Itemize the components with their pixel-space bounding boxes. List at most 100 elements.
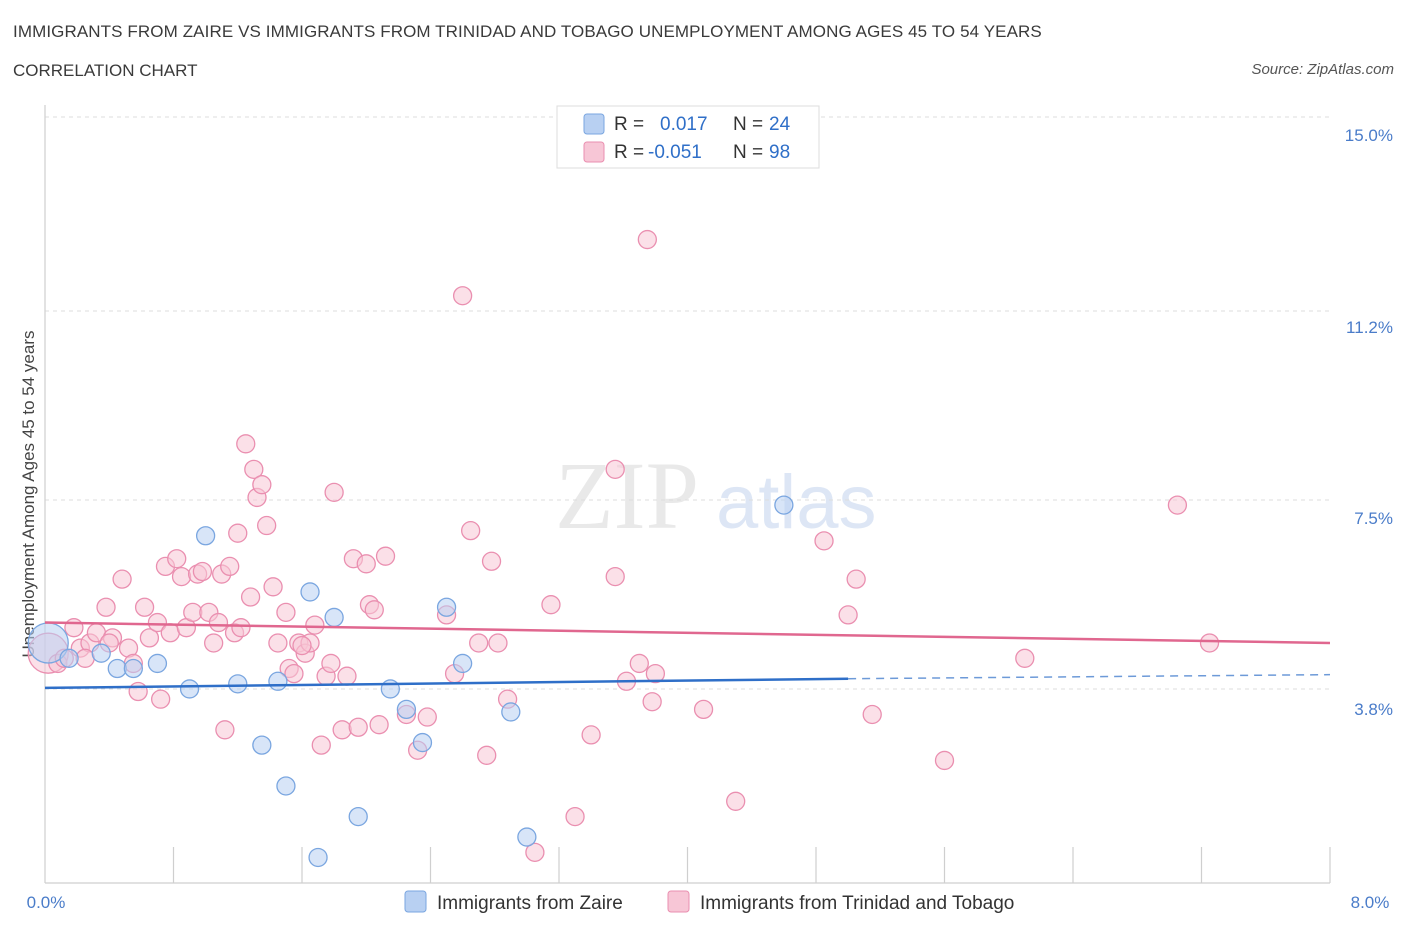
zaire-point-11 [324, 607, 344, 628]
tt-point-86 [838, 605, 858, 625]
tt-point-44 [284, 663, 304, 684]
watermark-atlas: atlas [716, 460, 877, 545]
tt-point-14 [139, 628, 160, 648]
legend-n-value-zaire: 24 [769, 114, 791, 135]
legend-r-label-zaire: R = [614, 114, 644, 135]
source-label: Source: ZipAtlas.com [1251, 61, 1394, 78]
zaire-point-14 [380, 679, 400, 699]
zaire-point-16 [412, 732, 433, 753]
legend-swatch-zaire [583, 113, 605, 135]
legend-r-label-tt: R = [614, 142, 644, 163]
tt-point-35 [240, 587, 261, 607]
tt-point-56 [348, 717, 368, 737]
tt-point-82 [645, 663, 666, 684]
tt-point-60 [369, 715, 389, 735]
zaire-point-7 [300, 582, 320, 602]
y-tick-label-11-2: 11.2% [1346, 318, 1393, 337]
y-tick-label-3-8: 3.8% [1354, 700, 1393, 719]
tt-point-49 [311, 735, 331, 755]
tt-point-93 [525, 842, 545, 863]
tt-point-89 [934, 750, 955, 771]
tt-point-12 [128, 681, 148, 702]
tt-point-22 [183, 602, 203, 622]
tt-point-20 [171, 566, 192, 587]
tt-point-7 [96, 597, 116, 617]
tt-point-26 [204, 633, 224, 653]
tt-point-81 [605, 459, 625, 480]
legend-swatch-bottom-zaire [404, 890, 427, 913]
correlation-legend: R = 0.017 N = 24 R = -0.051 N = 98 [556, 105, 820, 169]
zaire-point-17 [436, 597, 457, 617]
legend-n-label-tt: N = [733, 142, 763, 163]
tt-point-9 [112, 569, 132, 589]
trend-line-zaire-dashed [848, 673, 1331, 680]
tt-point-70 [481, 551, 502, 571]
tt-point-48 [305, 615, 325, 635]
trend-lines [44, 621, 1331, 690]
zaire-point-4 [179, 679, 200, 699]
tt-point-40 [263, 577, 283, 597]
watermark: ZIP atlas [555, 442, 877, 549]
tt-point-76 [605, 566, 625, 587]
tt-point-42 [276, 602, 296, 622]
legend-r-value-zaire: 0.017 [660, 114, 708, 135]
tt-point-95 [75, 648, 95, 668]
tt-point-92 [1199, 633, 1220, 653]
tt-point-67 [461, 520, 481, 541]
tt-point-13 [134, 597, 155, 617]
series-legend: Immigrants from Zaire Immigrants from Tr… [404, 890, 1014, 914]
tt-point-41 [268, 633, 288, 653]
zaire-point-8 [252, 735, 272, 755]
tt-point-78 [629, 653, 649, 674]
tt-point-66 [452, 286, 473, 306]
zaire-point-2 [107, 658, 127, 679]
trend-line-zaire [44, 677, 849, 690]
tt-point-53 [332, 720, 352, 740]
tt-point-29 [215, 720, 235, 740]
zaire-point-18 [452, 653, 473, 674]
legend-label-zaire: Immigrants from Zaire [437, 893, 623, 914]
zaire-point-6 [195, 526, 216, 546]
tt-point-52 [324, 482, 344, 502]
tt-point-84 [726, 791, 746, 811]
tt-point-34 [236, 434, 256, 454]
chart-subtitle: CORRELATION CHART [13, 61, 198, 80]
tt-point-75 [581, 725, 601, 745]
legend-label-tt: Immigrants from Trinidad and Tobago [700, 893, 1014, 914]
watermark-zip: ZIP [555, 442, 699, 549]
series-zaire-points [27, 495, 794, 868]
tt-point-38 [252, 475, 272, 495]
tt-point-71 [488, 633, 508, 653]
zaire-point-9 [268, 671, 288, 691]
x-tick-label-8: 8.0% [1351, 893, 1390, 912]
x-tick-label-0: 0.0% [27, 893, 66, 912]
zaire-point-22 [123, 658, 143, 679]
tt-point-83 [693, 699, 714, 720]
tt-point-91 [1167, 495, 1188, 515]
tt-point-51 [321, 653, 341, 674]
zaire-point-1 [91, 643, 111, 663]
legend-n-label-zaire: N = [733, 114, 763, 135]
tt-point-88 [862, 704, 882, 725]
tt-point-3 [64, 618, 84, 638]
tt-point-87 [846, 569, 866, 589]
tt-point-85 [814, 531, 834, 551]
legend-swatch-bottom-tt [667, 890, 690, 913]
zaire-point-20 [517, 827, 537, 847]
tt-point-36 [244, 459, 264, 480]
tt-point-80 [637, 229, 657, 250]
tt-point-61 [375, 546, 396, 566]
zaire-point-21 [774, 495, 794, 515]
chart-title: IMMIGRANTS FROM ZAIRE VS IMMIGRANTS FROM… [13, 22, 1042, 41]
zaire-point-10 [276, 776, 296, 796]
tt-point-73 [541, 595, 561, 615]
zaire-point-19 [501, 702, 521, 722]
tt-point-30 [220, 556, 240, 577]
y-tick-labels: 15.0% 11.2% 7.5% 3.8% [1345, 126, 1393, 719]
y-axis-title: Unemployment Among Ages 45 to 54 years [19, 331, 38, 658]
tt-point-19 [167, 549, 187, 569]
tt-point-15 [147, 612, 168, 633]
tt-point-39 [257, 515, 277, 536]
tt-point-33 [231, 618, 251, 638]
tt-point-16 [150, 689, 171, 709]
